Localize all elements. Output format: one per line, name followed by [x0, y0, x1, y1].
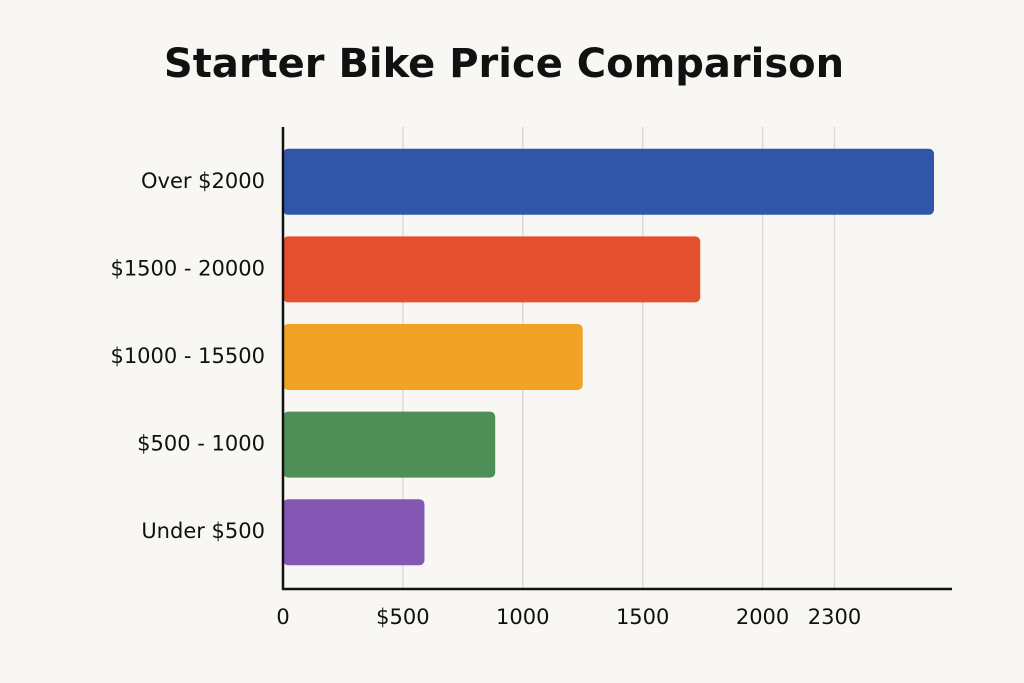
x-tick-label: 0 — [276, 605, 289, 629]
x-tick-label: $500 — [376, 605, 429, 629]
bar — [283, 499, 425, 566]
y-tick-label: $500 - 1000 — [137, 432, 265, 456]
bar — [283, 236, 701, 303]
x-tick-label: 1500 — [616, 605, 669, 629]
y-tick-label: Over $2000 — [141, 169, 265, 193]
y-tick-label: Under $500 — [141, 519, 265, 543]
chart-title: Starter Bike Price Comparison — [164, 41, 844, 87]
bar — [283, 324, 583, 390]
bar — [283, 148, 935, 215]
x-tick-label: 2000 — [736, 605, 789, 629]
x-tick-label: 2300 — [808, 605, 861, 629]
x-tick-label: 1000 — [496, 605, 549, 629]
bar — [283, 411, 496, 478]
y-tick-label: $1500 - 20000 — [110, 256, 265, 280]
y-tick-label: $1000 - 15500 — [110, 344, 265, 368]
